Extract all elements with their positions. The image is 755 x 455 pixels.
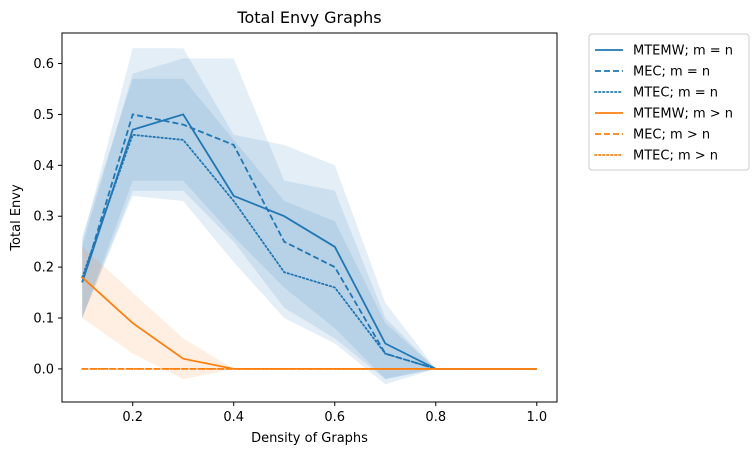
y-tick-label: 0.6 bbox=[33, 57, 54, 72]
legend: MTEMW; m = n MEC; m = n MTEC; m = n MTEMW; … bbox=[588, 33, 750, 171]
x-tick-label: 0.2 bbox=[122, 410, 143, 425]
x-tick-label: 0.4 bbox=[223, 410, 244, 425]
x-tick-label: 0.8 bbox=[425, 410, 446, 425]
confidence-band-0 bbox=[82, 48, 537, 380]
legend-label-3: MTEMW; m > n bbox=[633, 107, 733, 122]
plot-area-frame bbox=[61, 32, 558, 403]
confidence-bands bbox=[82, 48, 537, 385]
series-line-2 bbox=[81, 133, 538, 370]
legend-box bbox=[588, 33, 750, 171]
legend-label-1: MEC; m = n bbox=[633, 65, 710, 80]
y-axis-ticks: 0.0 0.1 0.2 0.3 0.4 0.5 0.6 bbox=[33, 57, 62, 377]
legend-label-0: MTEMW; m = n bbox=[633, 44, 733, 59]
confidence-band-1 bbox=[82, 58, 537, 380]
x-axis-ticks: 0.2 0.4 0.6 0.8 1.0 bbox=[122, 402, 547, 425]
x-tick-label: 1.0 bbox=[526, 410, 547, 425]
legend-label-4: MEC; m > n bbox=[633, 128, 710, 143]
y-tick-label: 0.4 bbox=[33, 159, 54, 174]
y-tick-label: 0.0 bbox=[33, 362, 54, 377]
x-tick-label: 0.6 bbox=[324, 410, 345, 425]
y-axis-label: Total Envy bbox=[9, 184, 24, 252]
chart-title: Total Envy Graphs bbox=[236, 8, 381, 27]
y-tick-label: 0.2 bbox=[33, 261, 54, 276]
y-tick-label: 0.1 bbox=[33, 312, 54, 327]
legend-label-5: MTEC; m > n bbox=[633, 149, 718, 164]
x-axis-label: Density of Graphs bbox=[251, 431, 368, 446]
series-lines bbox=[81, 113, 538, 370]
legend-label-2: MTEC; m = n bbox=[633, 86, 718, 101]
y-tick-label: 0.3 bbox=[33, 210, 54, 225]
y-tick-label: 0.5 bbox=[33, 108, 54, 123]
